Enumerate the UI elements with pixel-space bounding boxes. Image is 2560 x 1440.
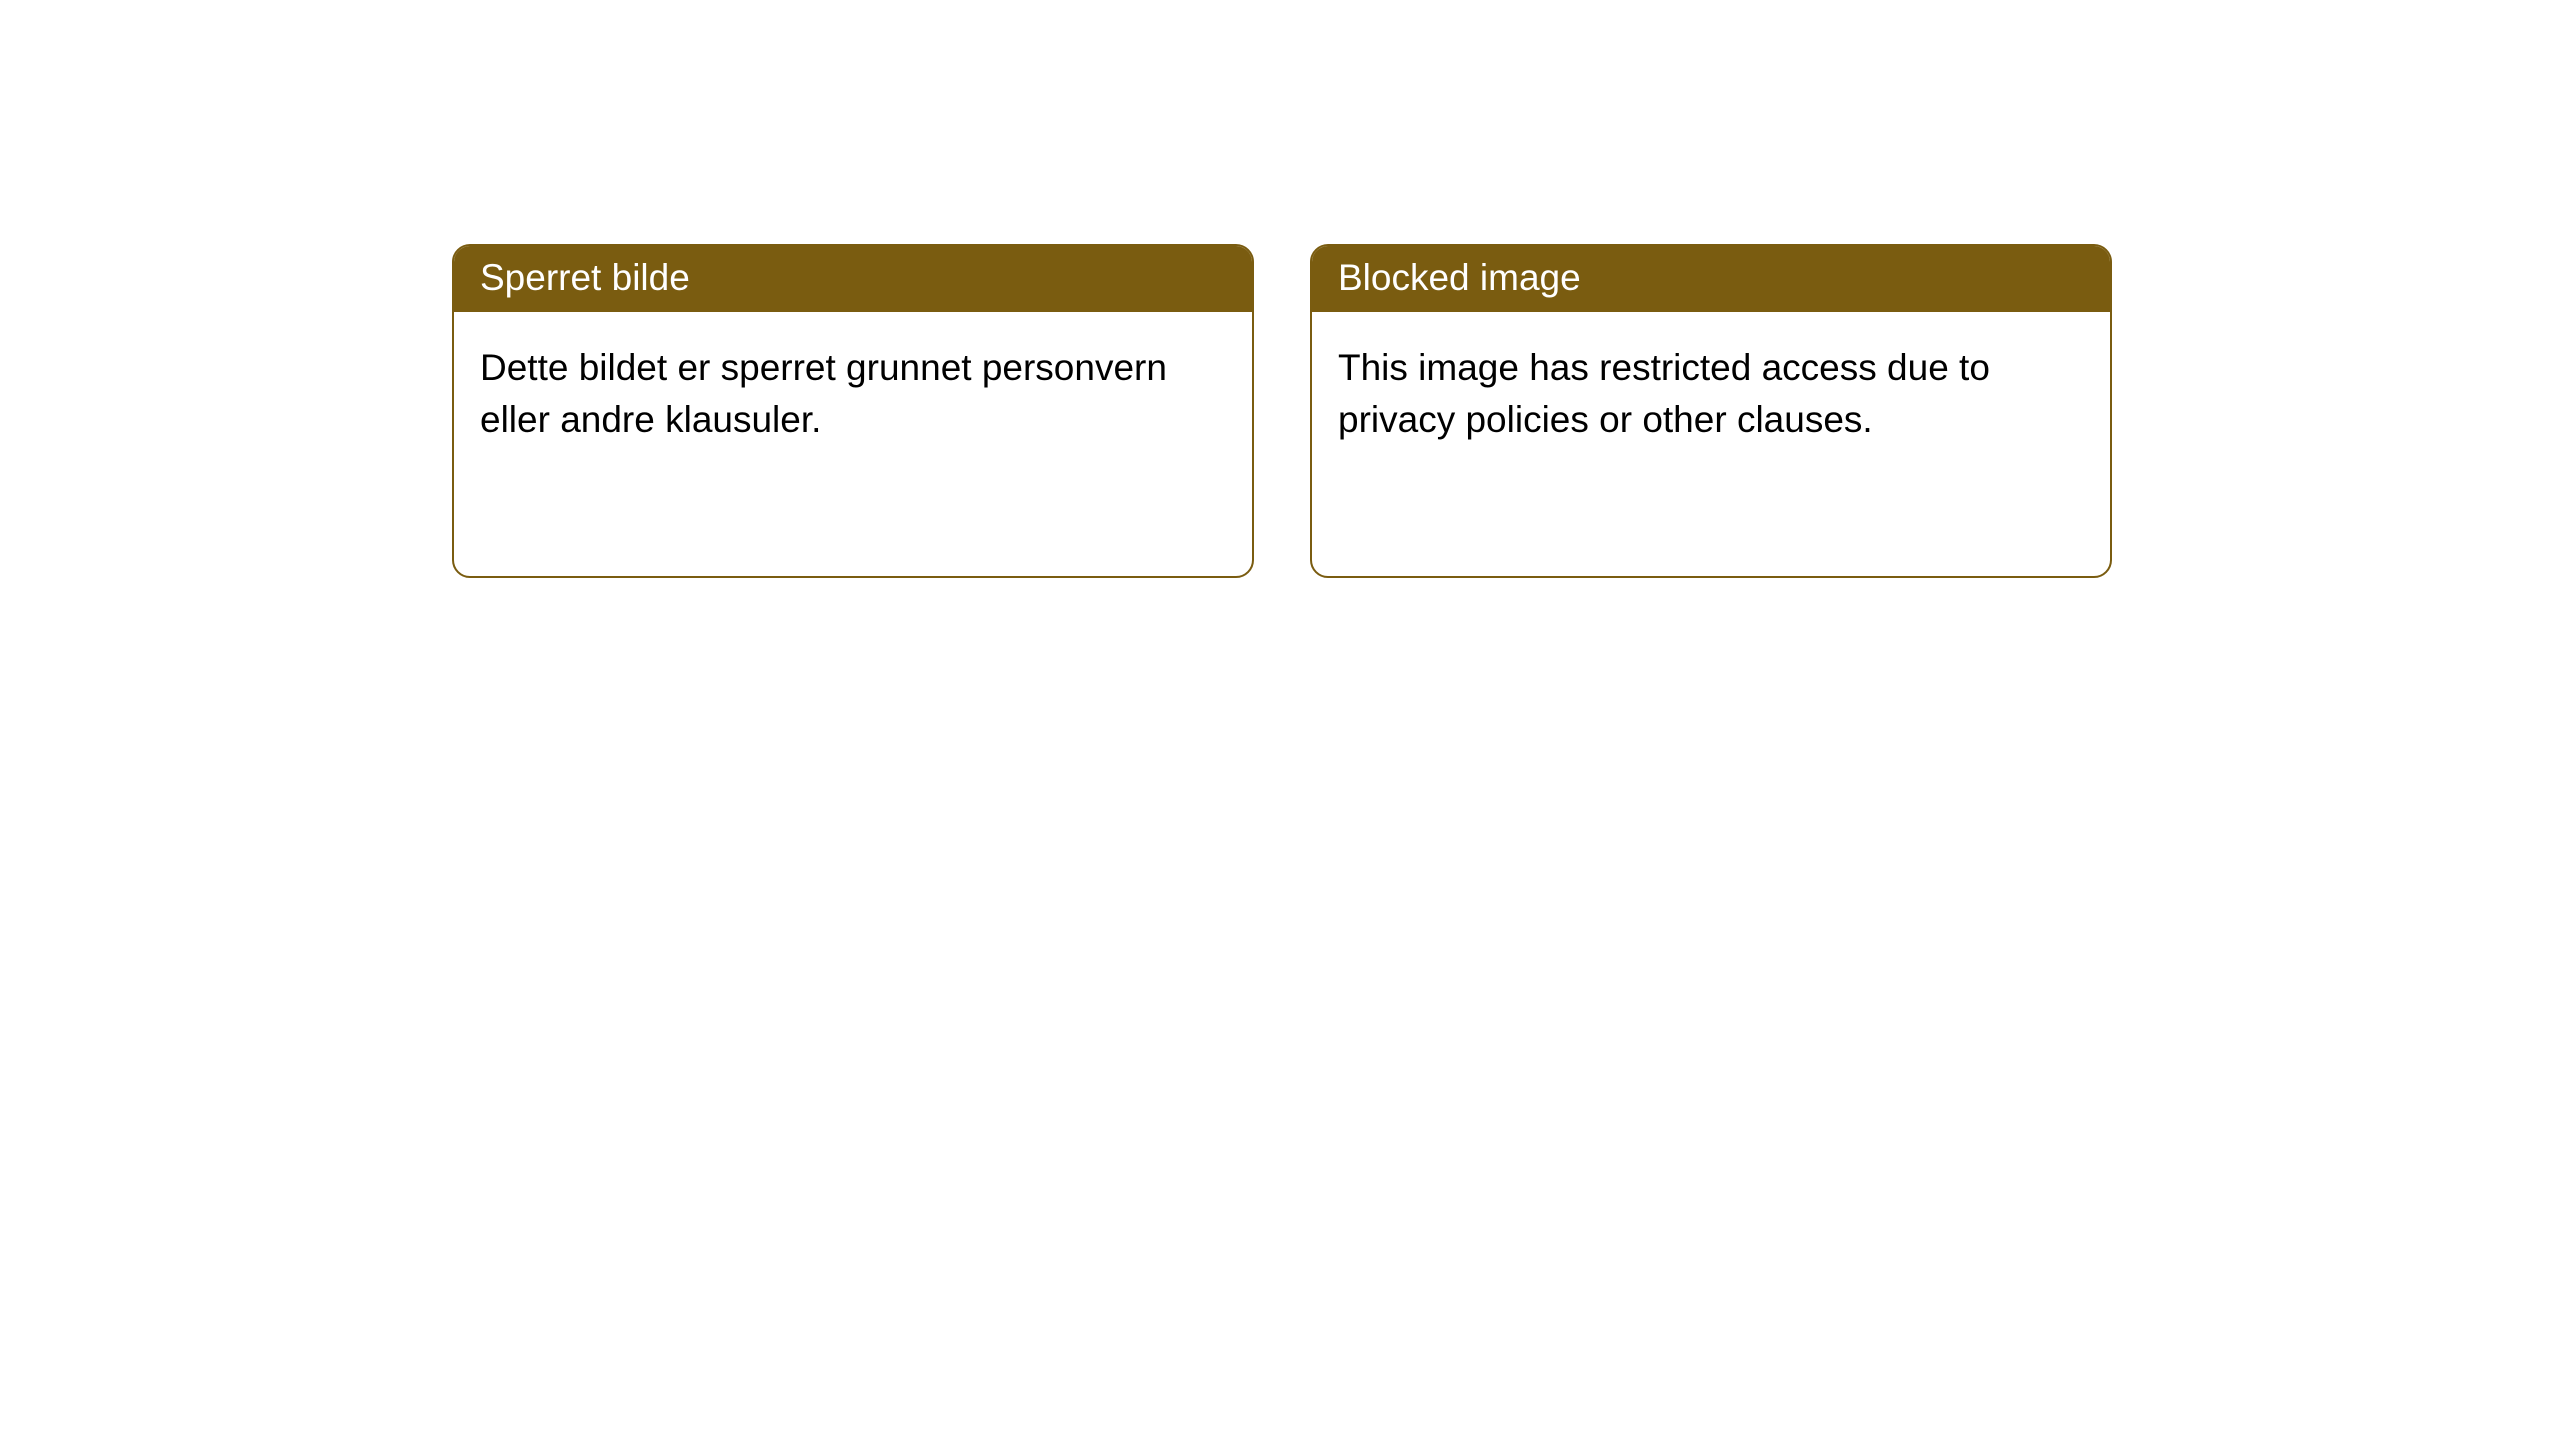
notice-title-norwegian: Sperret bilde: [454, 246, 1252, 312]
notice-body-english: This image has restricted access due to …: [1312, 312, 2110, 476]
notice-card-norwegian: Sperret bilde Dette bildet er sperret gr…: [452, 244, 1254, 578]
notice-card-english: Blocked image This image has restricted …: [1310, 244, 2112, 578]
notice-body-norwegian: Dette bildet er sperret grunnet personve…: [454, 312, 1252, 476]
notice-title-english: Blocked image: [1312, 246, 2110, 312]
notice-container: Sperret bilde Dette bildet er sperret gr…: [0, 0, 2560, 578]
